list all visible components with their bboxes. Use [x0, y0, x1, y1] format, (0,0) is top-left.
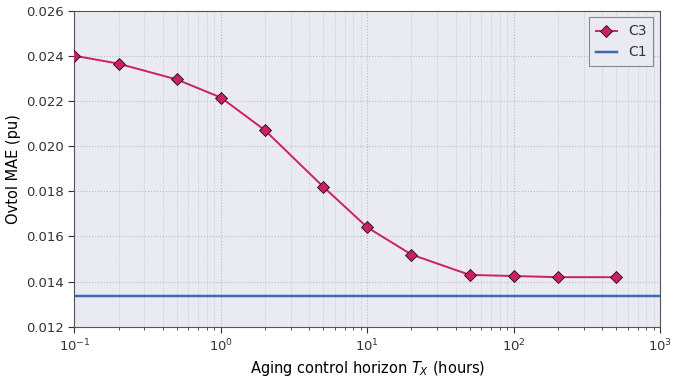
C3: [217, 95, 225, 100]
C3: [71, 53, 79, 58]
Line: C3: C3: [71, 51, 620, 281]
C3: [363, 225, 372, 230]
X-axis label: Aging control horizon $T_X$ (hours): Aging control horizon $T_X$ (hours): [250, 359, 485, 379]
C3: [510, 274, 518, 278]
C3: [554, 275, 562, 280]
C3: [466, 273, 474, 277]
C3: [261, 128, 269, 132]
C1: [217, 294, 225, 299]
C3: [319, 184, 327, 189]
C3: [407, 252, 416, 257]
C3: [612, 275, 620, 280]
C3: [173, 77, 181, 82]
C3: [115, 61, 123, 66]
Legend: C3, C1: C3, C1: [589, 18, 654, 66]
Y-axis label: Ovtol MAE (pu): Ovtol MAE (pu): [5, 114, 20, 223]
